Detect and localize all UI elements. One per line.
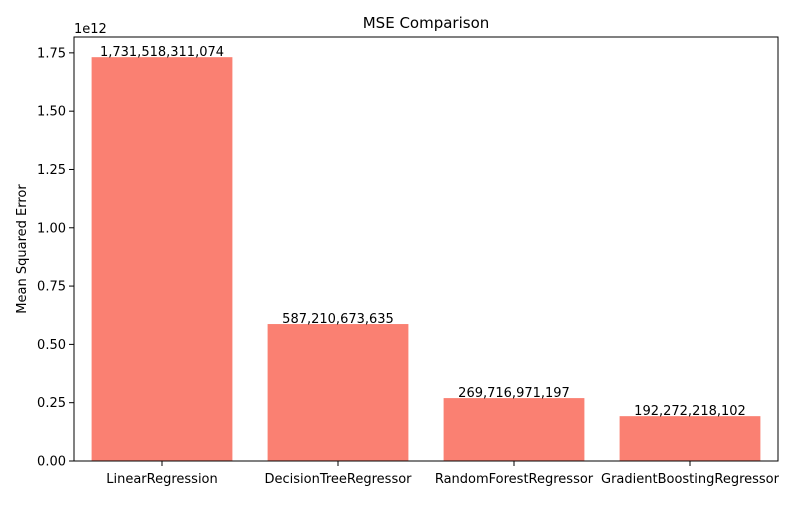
x-tick-label-LinearRegression: LinearRegression: [106, 472, 218, 487]
y-axis-offset-text: 1e12: [74, 22, 107, 37]
y-tick-label-5: 1.25: [37, 163, 66, 178]
y-tick-label-2: 0.50: [37, 338, 66, 353]
data-label-GradientBoostingRegressor: 192,272,218,102: [634, 404, 746, 419]
y-tick-label-0: 0.00: [37, 455, 66, 470]
plot-frame: [73, 36, 779, 462]
y-tick-label-1: 0.25: [37, 396, 66, 411]
y-tick-label-4: 1.00: [37, 221, 66, 236]
x-tick-label-GradientBoostingRegressor: GradientBoostingRegressor: [601, 472, 780, 487]
bar-RandomForestRegressor: [443, 398, 585, 461]
data-label-DecisionTreeRegressor: 587,210,673,635: [282, 312, 394, 327]
y-axis-label: Mean Squared Error: [15, 184, 30, 314]
bar-GradientBoostingRegressor: [619, 416, 761, 461]
y-tick-label-7: 1.75: [37, 46, 66, 61]
bar-DecisionTreeRegressor: [267, 324, 409, 461]
bars-group: [91, 57, 761, 462]
x-tick-label-DecisionTreeRegressor: DecisionTreeRegressor: [264, 472, 412, 487]
y-tick-label-3: 0.75: [37, 280, 66, 295]
y-tick-label-6: 1.50: [37, 105, 66, 120]
bar-LinearRegression: [91, 57, 233, 462]
data-labels-group: 1,731,518,311,074 587,210,673,635 269,716,…: [100, 45, 746, 419]
chart-title: MSE Comparison: [363, 14, 490, 32]
x-tick-label-RandomForestRegressor: RandomForestRegressor: [435, 472, 594, 487]
data-label-RandomForestRegressor: 269,716,971,197: [458, 386, 570, 401]
data-label-LinearRegression: 1,731,518,311,074: [100, 45, 224, 60]
ticks-group: LinearRegression DecisionTreeRegressor Ran…: [37, 46, 780, 487]
